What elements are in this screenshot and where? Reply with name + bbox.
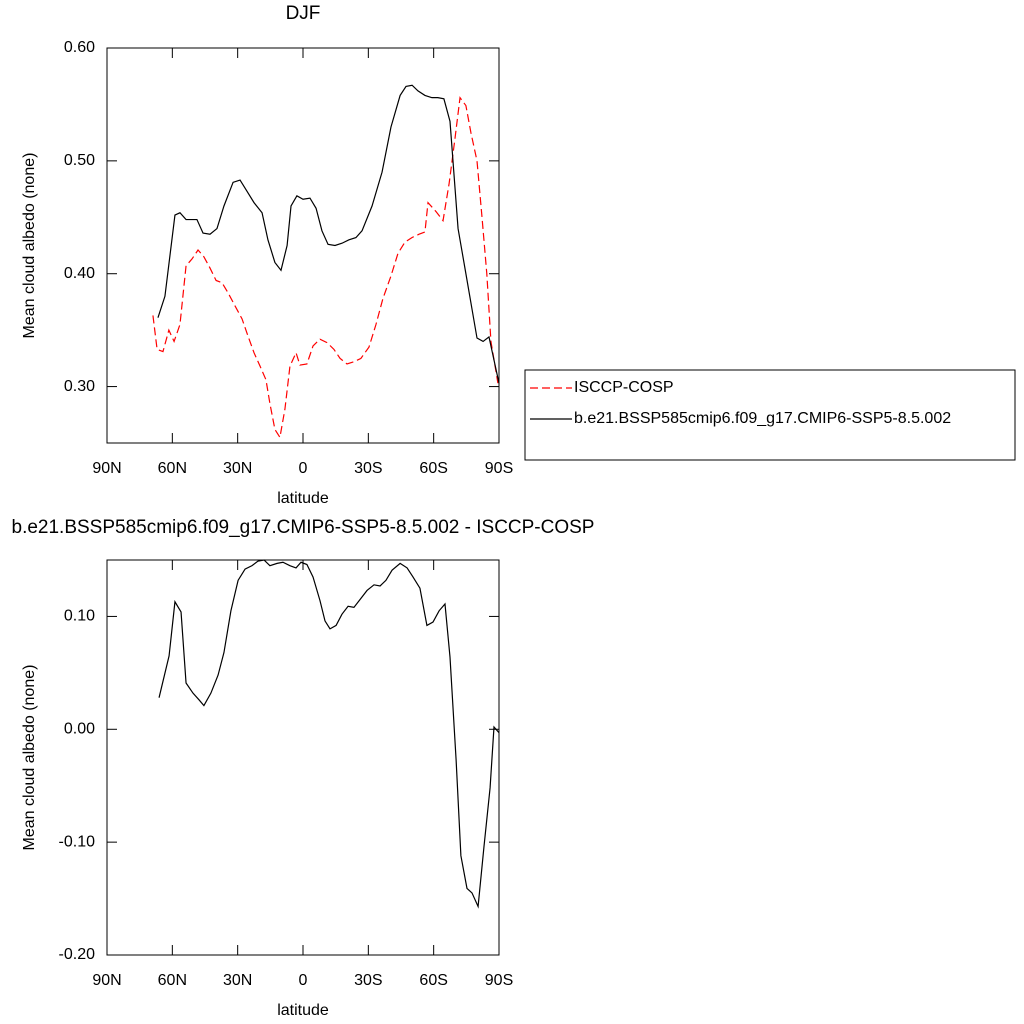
x-tick-label: 90N: [92, 972, 121, 989]
x-tick-label: 90S: [485, 460, 513, 477]
legend-label: b.e21.BSSP585cmip6.f09_g17.CMIP6-SSP5-8.…: [574, 410, 951, 427]
x-tick-label: 60N: [158, 972, 187, 989]
y-tick-label: -0.10: [59, 833, 96, 850]
x-axis-label: latitude: [277, 490, 329, 507]
x-tick-label: 90S: [485, 972, 513, 989]
x-tick-label: 60S: [419, 972, 447, 989]
x-tick-label: 30S: [354, 972, 382, 989]
y-tick-label: 0.60: [64, 39, 95, 56]
x-tick-label: 0: [299, 460, 308, 477]
data-line: [157, 84, 500, 384]
x-tick-label: 30N: [223, 460, 252, 477]
x-tick-label: 60N: [158, 460, 187, 477]
x-tick-label: 90N: [92, 460, 121, 477]
y-tick-label: -0.20: [59, 946, 96, 963]
y-tick-label: 0.10: [64, 608, 95, 625]
chart-title: b.e21.BSSP585cmip6.f09_g17.CMIP6-SSP5-8.…: [12, 517, 595, 538]
y-tick-label: 0.50: [64, 152, 95, 169]
legend-label: ISCCP-COSP: [574, 379, 674, 396]
x-tick-label: 30N: [223, 972, 252, 989]
y-axis-label: Mean cloud albedo (none): [21, 665, 38, 851]
data-line: [152, 96, 499, 439]
x-tick-label: 0: [299, 972, 308, 989]
plot-frame: [106, 47, 500, 444]
x-tick-label: 30S: [354, 460, 382, 477]
data-line: [158, 559, 500, 909]
x-tick-label: 60S: [419, 460, 447, 477]
y-tick-label: 0.30: [64, 378, 95, 395]
y-axis-label: Mean cloud albedo (none): [21, 153, 38, 339]
chart-title: DJF: [286, 3, 321, 24]
x-axis-label: latitude: [277, 1002, 329, 1019]
y-tick-label: 0.00: [64, 721, 95, 738]
y-tick-label: 0.40: [64, 265, 95, 282]
plot-frame: [106, 559, 500, 956]
legend-box: [524, 369, 1016, 461]
